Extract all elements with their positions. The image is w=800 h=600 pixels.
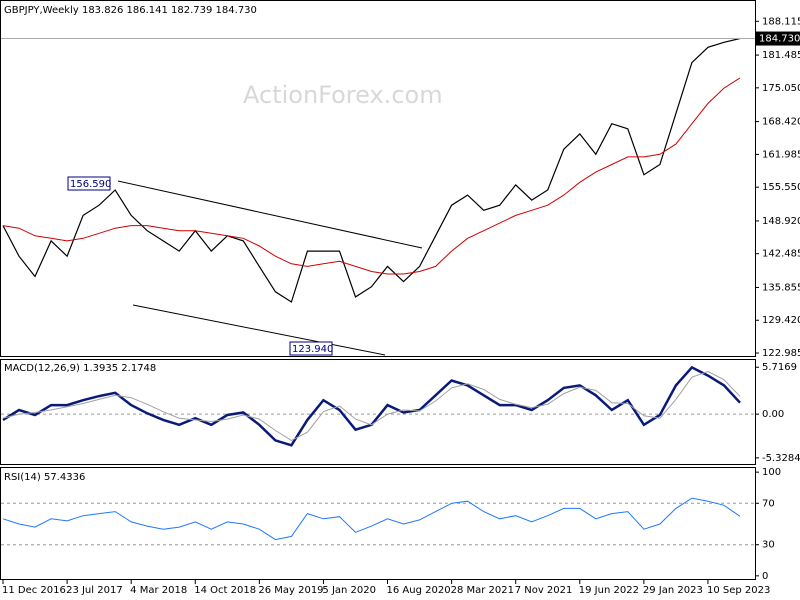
x-tick-label: 26 May 2019 [258,585,323,596]
x-tick-label: 5 Jan 2020 [322,585,376,596]
low-label: 123.940 [292,344,333,355]
x-tick-label: 28 Mar 2021 [451,585,514,596]
low-box [289,341,333,356]
macd-panel [0,359,756,465]
last-price-label: 184.730 [759,34,800,45]
series-line [2,497,741,541]
y-tick-label: 5.7169 [762,362,797,373]
y-tick-label: 70 [762,498,775,509]
x-tick-label: 14 Oct 2018 [194,585,256,596]
x-tick-label: 4 Mar 2018 [130,585,187,596]
y-tick-label: 0.00 [762,409,784,420]
channel-line [132,304,386,356]
series-line [2,37,741,303]
channel-line [117,180,423,249]
price-title: GBPJPY,Weekly 183.826 186.141 182.739 18… [4,5,257,16]
last-price-box [756,31,800,46]
series-line [2,77,741,275]
y-tick-label: 142.485 [762,249,800,260]
high-box [67,176,111,191]
series-line [2,365,741,447]
rsi-title: RSI(14) 57.4336 [4,472,85,483]
y-tick-label: 181.485 [762,50,800,61]
x-tick-label: 11 Dec 2016 [2,585,66,596]
x-tick-label: 23 Jul 2017 [66,585,123,596]
x-tick-label: 10 Sep 2023 [707,585,770,596]
x-tick-label: 7 Nov 2021 [515,585,573,596]
price-panel [0,0,756,357]
macd-title: MACD(12,26,9) 1.3935 2.1748 [4,363,156,374]
y-tick-label: 161.985 [762,149,800,160]
x-tick-label: 19 Jun 2022 [579,585,639,596]
x-tick-label: 16 Aug 2020 [387,585,451,596]
y-tick-label: 0 [762,571,768,582]
y-tick-label: 100 [762,467,781,478]
y-tick-label: 135.855 [762,282,800,293]
y-tick-label: 30 [762,540,775,551]
watermark: ActionForex.com [243,81,443,109]
x-tick-label: 29 Jan 2023 [643,585,703,596]
y-tick-label: 148.920 [762,216,800,227]
y-tick-label: 188.115 [762,16,800,27]
series-line [2,370,741,441]
high-label: 156.590 [70,179,111,190]
y-tick-label: -5.3284 [762,453,800,464]
rsi-panel [0,467,756,580]
y-tick-label: 155.550 [762,182,800,193]
y-tick-label: 129.420 [762,315,800,326]
y-tick-label: 168.420 [762,117,800,128]
y-tick-label: 175.050 [762,83,800,94]
y-tick-label: 122.985 [762,348,800,359]
